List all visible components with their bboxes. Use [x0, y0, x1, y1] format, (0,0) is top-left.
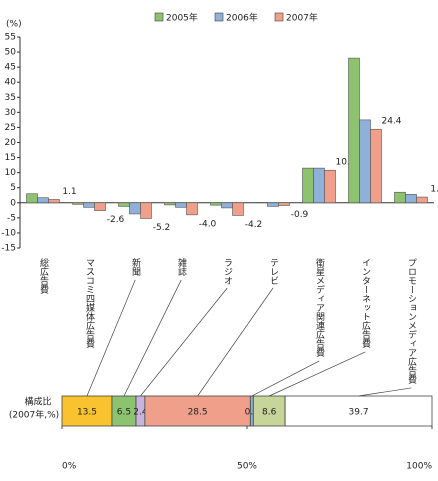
leader-line [251, 360, 320, 397]
y-tick-label: 15 [5, 153, 16, 163]
share-segment [111, 395, 137, 427]
y-axis-label: (%) [6, 20, 22, 30]
y-tick-label: 0 [10, 198, 16, 208]
share-label: 構成比 [24, 396, 51, 408]
x-tick-label: テレビ [268, 258, 278, 285]
x-tick-label: インターネット広告費 [360, 258, 371, 349]
y-tick-label: 35 [5, 93, 16, 103]
share-segment [284, 395, 433, 427]
x-tick-label: 雑誌 [176, 257, 187, 277]
leader-line [358, 387, 412, 397]
value-label: 1.9 [430, 185, 438, 195]
y-tick-label: 45 [5, 63, 16, 73]
value-label: -4.0 [199, 219, 217, 229]
value-label: -4.2 [245, 220, 263, 230]
bar [72, 202, 84, 205]
bar [175, 202, 187, 208]
share-value-label: 39.7 [349, 408, 369, 418]
y-tick-label: 20 [5, 138, 17, 148]
value-label: -2.6 [107, 215, 125, 225]
share-label-unit: (2007年,%) [9, 409, 59, 421]
leader-line [197, 287, 274, 397]
x-tick-label: ラジオ [222, 258, 233, 285]
y-tick-label: 5 [10, 183, 16, 193]
bar [370, 128, 382, 204]
bar [83, 202, 95, 208]
legend-label: 2006年 [226, 12, 258, 24]
share-value-label: 28.5 [188, 408, 208, 418]
leader-line [86, 279, 136, 397]
bar [267, 202, 279, 207]
y-tick-label: -15 [1, 244, 16, 254]
y-tick-label: 10 [5, 168, 17, 178]
bar [37, 197, 49, 204]
y-tick-label: 40 [5, 78, 17, 88]
value-label: 10.8 [335, 158, 355, 168]
x-tick-label: 0% [62, 462, 77, 472]
x-tick-label: マスコミ四媒体広告費 [84, 258, 95, 349]
share-value-label: 6.5 [117, 408, 131, 418]
bar [359, 119, 371, 204]
bar [94, 202, 106, 211]
y-tick-label: 25 [5, 123, 16, 133]
bar [405, 194, 417, 204]
legend-label: 2007年 [286, 12, 318, 24]
x-tick-label: 衛星メディア関連広告費 [314, 257, 325, 358]
bar [186, 202, 198, 216]
y-tick-label: -5 [7, 213, 16, 223]
share-value-label: 13.5 [77, 408, 97, 418]
value-label: 1.1 [62, 187, 76, 197]
bar [313, 167, 325, 204]
bar [416, 196, 428, 204]
legend-swatch [154, 12, 164, 22]
leader-line [140, 287, 228, 397]
share-value-label: 0.8 [245, 408, 260, 418]
x-tick-label: 50% [237, 462, 257, 472]
bar [26, 193, 38, 204]
value-label: -5.2 [153, 223, 171, 233]
bar [129, 202, 141, 215]
y-tick-label: 30 [5, 108, 17, 118]
bar [48, 199, 60, 204]
y-tick-label: 50 [5, 48, 17, 58]
bar [324, 169, 336, 204]
legend-label: 2005年 [166, 12, 198, 24]
bar [164, 202, 176, 206]
share-value-label: 8.6 [262, 408, 277, 418]
bar [210, 202, 222, 206]
legend-swatch [214, 12, 224, 22]
value-label: -0.9 [291, 210, 309, 220]
bar [302, 167, 314, 204]
share-segment [144, 395, 251, 427]
bar [221, 202, 233, 209]
bar [118, 202, 130, 207]
bar [394, 191, 406, 204]
legend-swatch [274, 12, 284, 22]
y-tick-label: 55 [5, 33, 16, 43]
x-tick-label: 新聞 [130, 257, 141, 277]
share-value-label: 2.4 [133, 408, 148, 418]
x-tick-label: 総広告費 [38, 257, 49, 295]
x-tick-label: プロモーションメディア広告費 [406, 258, 417, 385]
y-tick-label: -10 [1, 228, 16, 238]
bar [348, 57, 360, 204]
bar [140, 202, 152, 219]
bar [232, 202, 244, 216]
share-segment [61, 395, 113, 427]
x-tick-label: 100% [406, 462, 432, 472]
value-label: 24.4 [381, 117, 401, 127]
leader-line [269, 351, 366, 397]
leader-line [123, 279, 182, 397]
bar [278, 202, 290, 206]
